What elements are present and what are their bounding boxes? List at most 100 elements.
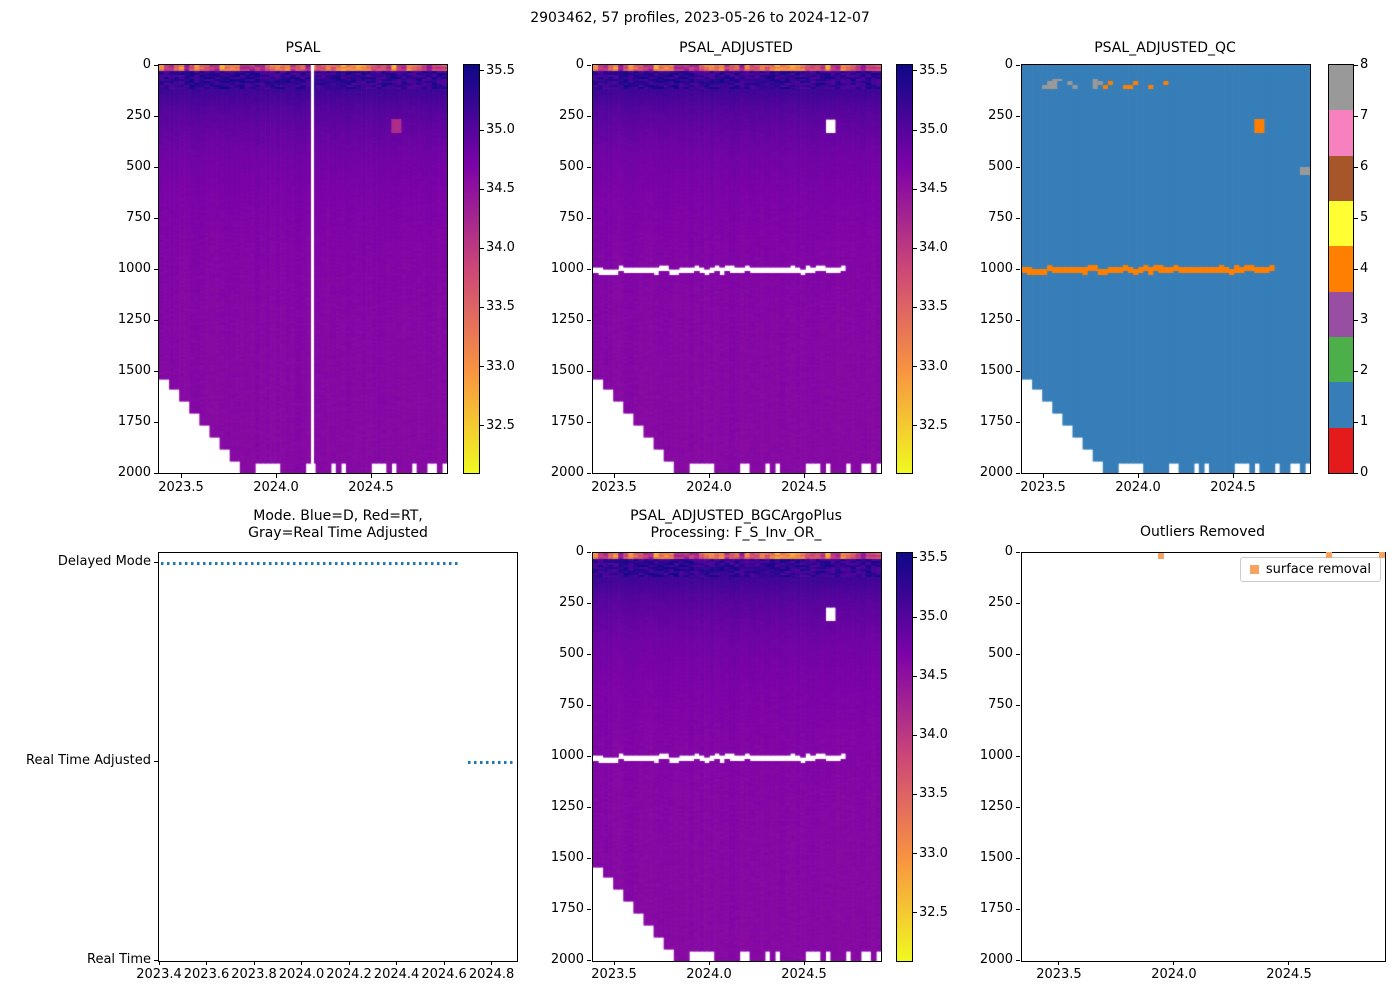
colorbar-tick-label: 6 [1360,159,1369,174]
colorbar-tick [1354,115,1358,117]
y-tick [587,370,591,372]
colorbar-tick [913,912,917,914]
x-tick [1173,961,1175,965]
x-tick-label: 2024.6 [421,967,467,982]
y-tick-label: 1500 [979,850,1013,865]
y-tick-label: 250 [126,108,151,123]
x-tick-label: 2024.0 [686,480,732,495]
colorbar-tick [913,306,917,308]
y-tick [587,472,591,474]
qc-colorbar-band-1 [1329,382,1353,428]
y-tick-label: 2000 [979,952,1013,967]
y-tick-label: 1500 [550,363,584,378]
y-tick-label: 2000 [117,465,151,480]
psal-plot [158,64,448,474]
y-tick [587,704,591,706]
x-tick [443,961,445,965]
panel-bgc-title: PSAL_ADJUSTED_BGCArgoPlus Processing: F_… [630,508,842,541]
y-tick [587,166,591,168]
y-tick-label: 1250 [979,312,1013,327]
colorbar-tick-label: 33.5 [919,299,948,315]
psal-heatmap [159,65,447,473]
colorbar-tick-label: 32.5 [919,417,948,433]
colorbar-tick [480,366,484,368]
x-tick-label: 2024.0 [1151,967,1197,982]
bgc-heatmap [593,553,881,961]
y-tick-label: 0 [1004,544,1013,559]
x-tick-label: 2024.5 [348,480,394,495]
x-tick-label: 2024.5 [781,480,827,495]
y-tick [1016,64,1020,66]
y-tick-label: 750 [988,697,1013,712]
y-tick [1016,166,1020,168]
colorbar-tick [1354,370,1358,372]
colorbar-tick-label: 33.5 [486,299,515,315]
delayed-mode-line [161,562,459,565]
y-tick-label: 1500 [979,363,1013,378]
x-tick-label: 2023.5 [591,480,637,495]
colorbar-tick [480,70,484,72]
outliers-plot: surface removal [1021,552,1386,962]
x-tick [1058,961,1060,965]
colorbar-tick-label: 0 [1360,465,1369,480]
y-tick [154,319,158,321]
colorbar-tick-label: 4 [1360,261,1369,276]
colorbar-tick-label: 5 [1360,210,1369,225]
colorbar-tick [913,247,917,249]
colorbar-tick-label: 34.0 [919,240,948,256]
x-tick-label: 2023.5 [158,480,204,495]
colorbar-tick [913,70,917,72]
colorbar-tick [1354,268,1358,270]
y-tick [1016,704,1020,706]
y-tick-label: 1250 [979,799,1013,814]
y-tick [1016,319,1020,321]
y-tick-label: 1250 [117,312,151,327]
colorbar-tick-label: 35.0 [919,122,948,138]
x-tick-label: 2024.2 [326,967,372,982]
outlier-marker [1326,552,1333,558]
y-tick [587,268,591,270]
y-tick [1016,908,1020,910]
x-tick-label: 2024.5 [1210,480,1256,495]
colorbar-tick [480,306,484,308]
y-tick [587,64,591,66]
x-tick-label: 2024.5 [781,967,827,982]
x-tick-label: 2024.8 [468,967,515,982]
psal-adjusted-heatmap [593,65,881,473]
qc-colorbar-band-5 [1329,200,1353,247]
y-tick [587,115,591,117]
colorbar-tick [913,853,917,855]
colorbar-tick [1354,166,1358,168]
y-tick-label: 1750 [550,901,584,916]
psal-adjusted-qc-heatmap [1022,65,1310,473]
bgc-plot [592,552,882,962]
colorbar-tick [913,557,917,559]
colorbar-tick [480,129,484,131]
qc-colorbar-band-2 [1329,336,1353,383]
colorbar-tick [913,616,917,618]
y-tick-label: 0 [575,57,584,72]
qc-colorbar-band-0 [1329,427,1353,473]
panel-psal-adjusted-qc-title: PSAL_ADJUSTED_QC [1094,40,1236,56]
colorbar-tick-label: 32.5 [486,417,515,433]
psal-adjusted-plot [592,64,882,474]
colorbar-tick-label: 34.5 [919,181,948,197]
y-tick [1016,959,1020,961]
y-tick [154,115,158,117]
x-tick [1288,961,1290,965]
x-tick [1137,474,1139,478]
y-tick-label: 250 [559,108,584,123]
y-tick [587,755,591,757]
colorbar-tick-label: 35.5 [919,62,948,78]
outlier-marker [1379,552,1385,558]
x-tick [708,474,710,478]
y-tick [154,370,158,372]
colorbar-tick-label: 32.5 [919,904,948,920]
y-tick-label: 2000 [979,465,1013,480]
y-tick-label: 750 [988,210,1013,225]
y-tick-label: 250 [988,108,1013,123]
y-tick [1016,268,1020,270]
y-tick [587,421,591,423]
panel-psal-title: PSAL [285,40,321,56]
